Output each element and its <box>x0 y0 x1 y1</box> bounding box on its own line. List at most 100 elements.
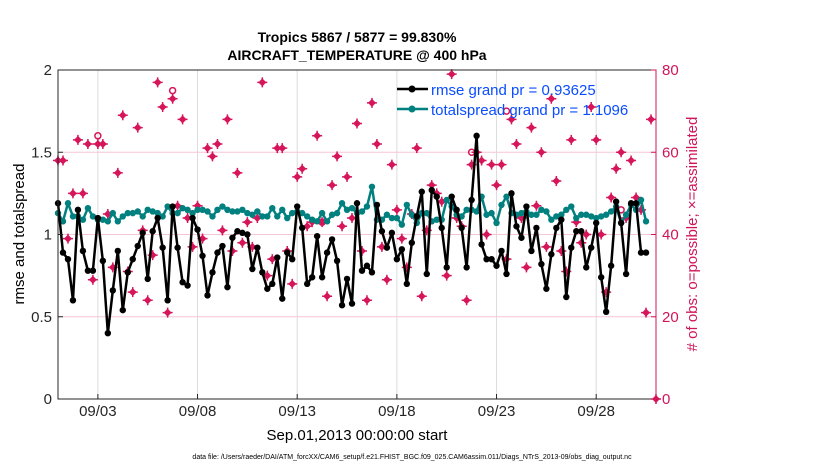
totalspread-point <box>204 208 211 215</box>
obs-plus <box>496 159 507 170</box>
totalspread-point <box>134 208 141 215</box>
rmse-point <box>199 252 206 260</box>
obs-assimilated-marker <box>556 245 567 256</box>
obs-plus <box>87 274 98 285</box>
obs-assimilated-marker <box>182 213 193 224</box>
obs-plus <box>312 130 323 141</box>
obs-assimilated-marker <box>546 93 557 104</box>
totalspread-point <box>338 200 346 207</box>
obs-assimilated-marker <box>531 200 542 211</box>
rmse-point <box>483 255 490 263</box>
totalspread-point <box>269 204 276 212</box>
obs-assimilated-marker <box>237 237 248 248</box>
y-tick-label: 1.5 <box>31 144 52 161</box>
obs-plus <box>277 143 288 154</box>
totalspread-point <box>328 211 336 218</box>
totalspread-point <box>114 218 122 225</box>
totalspread-point <box>79 216 87 223</box>
obs-plus <box>371 139 382 150</box>
obs-assimilated-marker <box>581 229 592 240</box>
totalspread-point <box>194 206 201 214</box>
y-axis-label: rmse and totalspread <box>11 164 28 305</box>
rmse-point <box>269 280 276 288</box>
rmse-point <box>318 274 326 281</box>
totalspread-point <box>229 208 236 215</box>
rmse-point <box>174 244 181 251</box>
totalspread-point <box>383 211 391 218</box>
obs-assimilated-marker <box>202 143 213 154</box>
obs-plus <box>177 114 188 125</box>
obs-assimilated-marker <box>312 130 323 141</box>
obs-plus <box>381 274 392 285</box>
totalspread-point <box>583 211 590 218</box>
obs-plus <box>337 221 348 232</box>
rmse-point <box>373 201 381 209</box>
obs-assimilated-marker <box>606 192 617 203</box>
y-tick-label: 2 <box>44 62 52 79</box>
rmse-point <box>478 241 485 248</box>
rmse-point <box>473 132 480 139</box>
obs-plus <box>322 291 333 302</box>
rmse-point <box>189 214 196 222</box>
rmse-point <box>463 264 470 271</box>
y2-tick-label: 80 <box>662 62 679 79</box>
x-tick-label: 09/08 <box>179 403 217 420</box>
obs-assimilated-marker <box>292 171 303 182</box>
obs-plus <box>486 159 497 170</box>
obs-assimilated-marker <box>446 69 457 80</box>
obs-plus <box>297 163 308 174</box>
obs-plus <box>566 134 577 145</box>
rmse-point <box>637 249 645 256</box>
rmse-point <box>513 223 520 230</box>
totalspread-point <box>518 209 525 217</box>
series-lines <box>54 132 650 337</box>
totalspread-point <box>568 203 575 210</box>
rmse-point <box>443 264 450 271</box>
obs-assimilated-marker <box>287 278 298 289</box>
chart-title-line2: AIRCRAFT_TEMPERATURE @ 400 hPa <box>227 47 486 63</box>
totalspread-point <box>323 218 331 225</box>
rmse-point <box>139 229 146 237</box>
obs-plus <box>77 188 88 199</box>
rmse-point <box>528 247 535 255</box>
rmse-point <box>289 255 296 263</box>
rmse-point <box>568 244 575 251</box>
obs-plus <box>491 180 502 191</box>
rmse-point <box>493 262 500 269</box>
y2-tick-label: 40 <box>662 227 679 244</box>
rmse-point <box>503 270 510 278</box>
obs-plus <box>611 163 622 174</box>
rmse-point <box>119 306 126 314</box>
chart-title-line1: Tropics 5867 / 5877 = 99.830% <box>258 29 457 45</box>
obs-plus <box>97 139 108 150</box>
rmse-point <box>448 193 455 200</box>
rmse-point <box>204 292 211 299</box>
totalspread-point <box>154 209 161 217</box>
rmse-point <box>234 228 241 235</box>
legend: rmse grand pr = 0.93625 totalspread gran… <box>397 82 628 119</box>
obs-plus <box>546 93 557 104</box>
obs-plus <box>112 167 123 178</box>
totalspread-point <box>348 204 356 212</box>
rmse-point <box>89 267 97 274</box>
rmse-point <box>622 270 630 278</box>
obs-assimilated-marker <box>366 97 377 108</box>
rmse-point <box>149 228 156 235</box>
totalspread-point <box>553 213 560 220</box>
totalspread-point <box>543 208 550 215</box>
totalspread-point <box>318 209 326 217</box>
rmse-point <box>533 224 540 232</box>
obs-plus <box>82 139 93 150</box>
totalspread-point <box>593 214 600 222</box>
totalspread-point <box>99 216 107 223</box>
rmse-point <box>114 247 122 255</box>
totalspread-point <box>488 209 495 217</box>
totalspread-point <box>119 213 126 220</box>
obs-plus <box>416 291 427 302</box>
rmse-point <box>468 196 475 204</box>
rmse-point <box>249 265 256 273</box>
obs-plus <box>441 270 452 281</box>
obs-assimilated-marker <box>167 93 178 104</box>
rmse-point <box>358 267 366 274</box>
